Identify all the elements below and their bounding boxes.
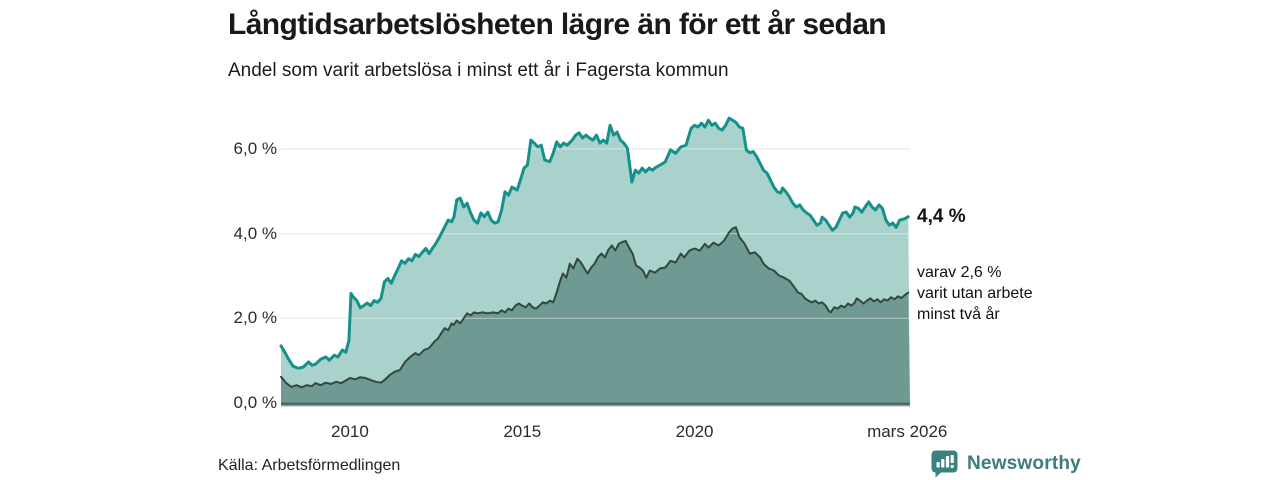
x-tick-label: 2010 (331, 422, 369, 441)
x-tick-label: 2020 (675, 422, 714, 441)
newsworthy-chart-bubble-icon (931, 450, 958, 478)
y-tick-label: 6,0 % (233, 139, 277, 159)
source-note: Källa: Arbetsförmedlingen (218, 457, 401, 474)
y-tick-label: 4,0 % (233, 223, 277, 243)
newsworthy-logo: Newsworthy (930, 449, 1081, 478)
y-tick-label: 2,0 % (233, 308, 277, 328)
newsworthy-wordmark: Newsworthy (967, 452, 1081, 474)
page-title: Långtidsarbetslösheten lägre än för ett … (228, 8, 887, 41)
end-value-label-total: 4,4 % (917, 205, 966, 227)
x-tick-label: mars 2026 (867, 422, 948, 441)
end-value-label-two-years: varav 2,6 % varit utan arbete minst två … (917, 263, 1033, 323)
y-tick-label: 0,0 % (233, 393, 277, 412)
x-tick-label: 2015 (503, 422, 542, 441)
chart-subtitle: Andel som varit arbetslösa i minst ett å… (228, 60, 729, 81)
